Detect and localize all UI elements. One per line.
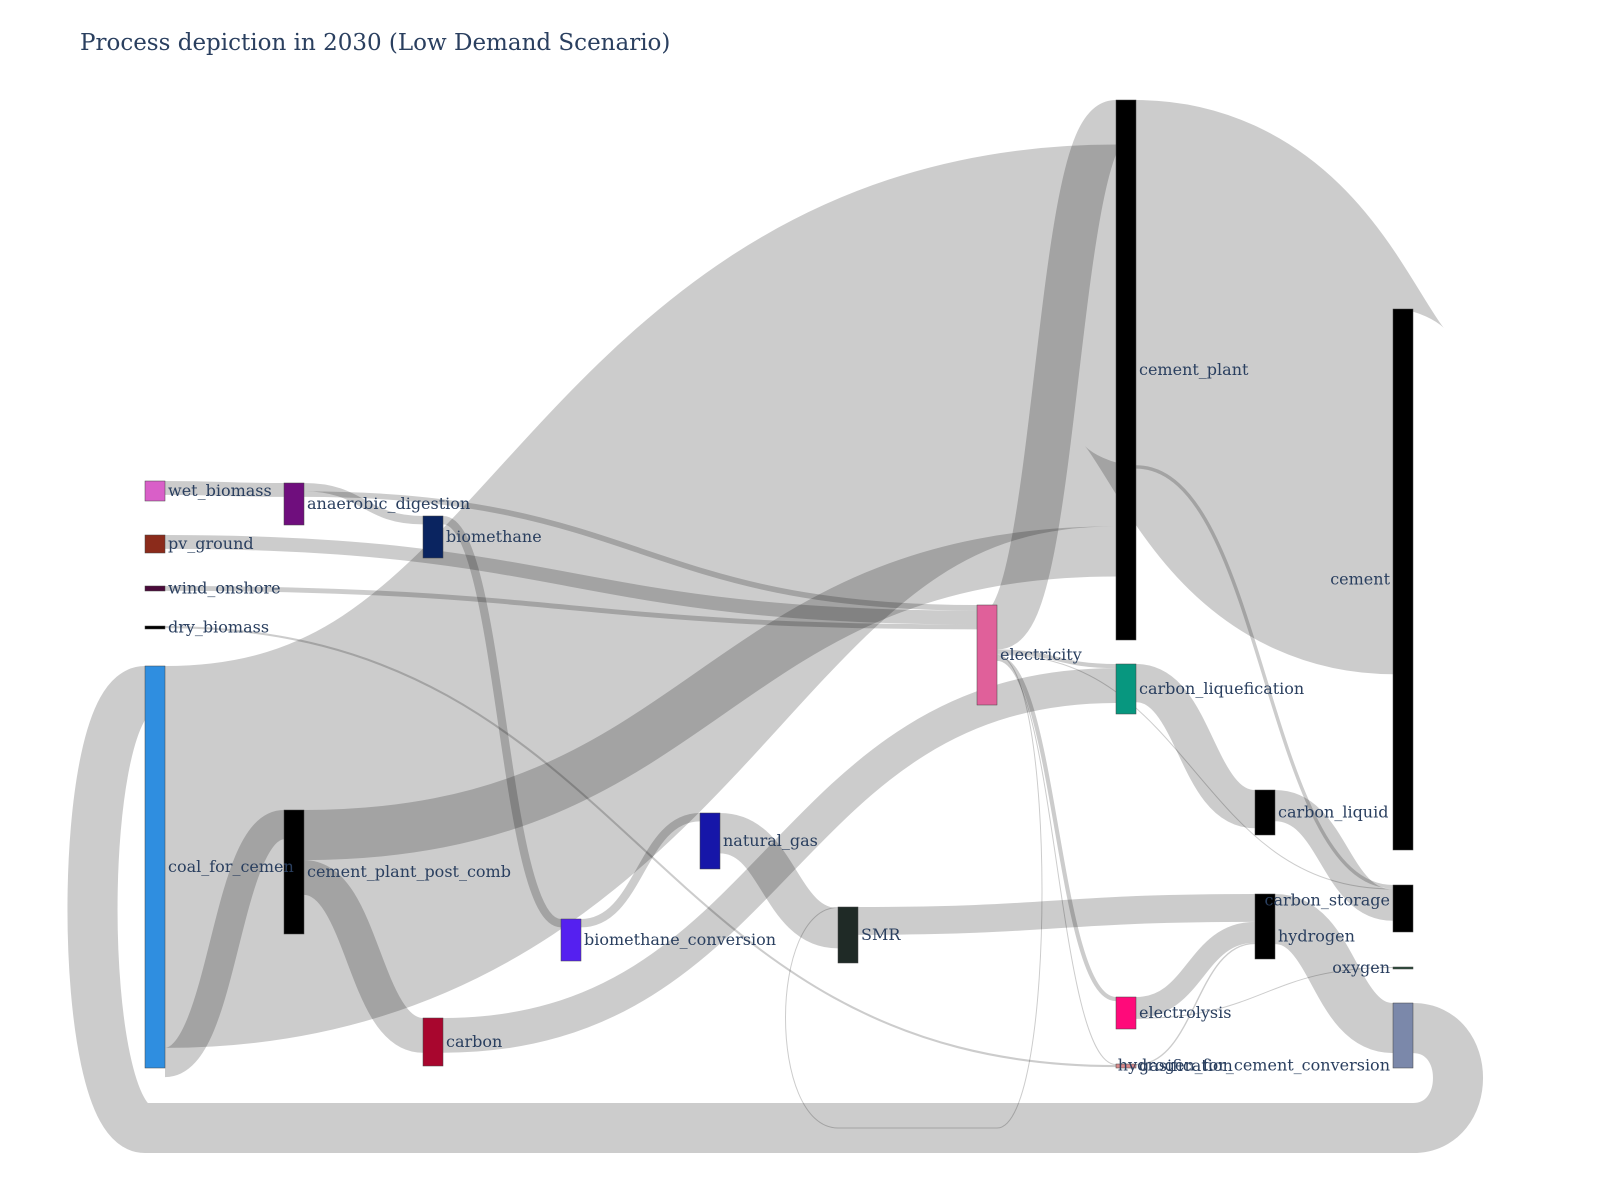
link-gasification-to-hydrogen[interactable]: [1135, 942, 1256, 1066]
label-electrolysis: electrolysis: [1139, 1003, 1231, 1022]
link-SMR-to-hydrogen[interactable]: [857, 894, 1256, 935]
link-electrolysis-to-hydrogen[interactable]: [1135, 921, 1256, 1018]
node-cement_plant[interactable]: [1115, 99, 1137, 641]
label-carbon_liquefication: carbon_liquefication: [1139, 679, 1304, 698]
node-biomethane_conversion[interactable]: [560, 918, 582, 962]
link-hydrogen-to-hydrogen_for_cement_conversion[interactable]: [1272, 894, 1396, 1054]
link-electricity-to-carbon_liquefication[interactable]: [996, 649, 1117, 669]
link-electricity-to-cement_plant[interactable]: [987, 100, 1126, 650]
node-electricity[interactable]: [976, 604, 998, 706]
link-coal_for_cement-to-cement_plant_post_comb[interactable]: [162, 809, 287, 1078]
label-SMR: SMR: [861, 925, 901, 944]
node-wind_onshore[interactable]: [144, 585, 166, 592]
link-wet_biomass-to-anaerobic_digestion[interactable]: [164, 480, 285, 497]
node-coal_for_cement[interactable]: [144, 665, 166, 1069]
link-carbon_liquefication-to-carbon_liquid[interactable]: [1133, 664, 1258, 829]
link-anaerobic_digestion-to-biomethane[interactable]: [303, 483, 424, 525]
link-cement_plant_post_comb-to-cement_plant[interactable]: [303, 526, 1117, 861]
label-natural_gas: natural_gas: [723, 831, 818, 850]
node-cement[interactable]: [1392, 308, 1414, 851]
label-dry_biomass: dry_biomass: [168, 618, 269, 637]
label-wind_onshore: wind_onshore: [168, 579, 281, 598]
node-SMR[interactable]: [837, 906, 859, 964]
node-biomethane[interactable]: [422, 515, 444, 559]
label-oxygen: oxygen: [1332, 958, 1390, 977]
label-coal_for_cement: coal_for_cemen: [168, 857, 294, 876]
node-carbon_liquefication[interactable]: [1115, 663, 1137, 715]
label-carbon: carbon: [446, 1032, 502, 1051]
link-carbon-to-carbon_liquefication[interactable]: [442, 668, 1117, 1053]
label-cement: cement: [1330, 570, 1390, 589]
link-electrolysis-to-oxygen[interactable]: [1135, 967, 1394, 1019]
link-cement_plant-to-carbon_storage[interactable]: [1135, 465, 1394, 889]
node-oxygen[interactable]: [1392, 966, 1414, 970]
link-dry_biomass-to-gasification[interactable]: [164, 625, 1117, 1068]
node-pv_ground[interactable]: [144, 534, 166, 554]
label-cement_plant_post_comb: cement_plant_post_comb: [307, 862, 511, 881]
node-carbon[interactable]: [422, 1017, 444, 1067]
link-electricity-to-gasification[interactable]: [996, 659, 1117, 1065]
node-dry_biomass[interactable]: [144, 625, 166, 630]
link-anaerobic_digestion-to-electricity[interactable]: [303, 491, 978, 611]
link-natural_gas-to-SMR[interactable]: [717, 812, 841, 949]
node-natural_gas[interactable]: [699, 812, 721, 870]
link-carbon_liquid-to-carbon_storage[interactable]: [1273, 790, 1395, 921]
label-biomethane: biomethane: [446, 527, 542, 546]
label-electricity: electricity: [1000, 645, 1082, 664]
link-biomethane-to-biomethane_conversion[interactable]: [441, 516, 563, 928]
node-gasification[interactable]: [1115, 1063, 1137, 1069]
link-electricity-to-electrolysis[interactable]: [996, 655, 1117, 1002]
node-carbon_liquid[interactable]: [1254, 789, 1276, 836]
node-hydrogen_for_cement_conversion[interactable]: [1392, 1002, 1414, 1069]
label-carbon_storage: carbon_storage: [1265, 891, 1391, 910]
label-hydrogen: hydrogen: [1278, 927, 1355, 946]
sankey-nodes: [144, 99, 1414, 1069]
label-gasification: gasification: [1139, 1056, 1233, 1075]
label-biomethane_conversion: biomethane_conversion: [584, 930, 776, 949]
link-wind_onshore-to-electricity[interactable]: [164, 586, 978, 630]
link-cement_plant_post_comb-to-carbon[interactable]: [301, 860, 426, 1053]
node-carbon_storage[interactable]: [1392, 884, 1414, 933]
node-anaerobic_digestion[interactable]: [283, 482, 305, 526]
diagram-title: Process depiction in 2030 (Low Demand Sc…: [80, 30, 670, 56]
link-pv_ground-to-electricity[interactable]: [164, 534, 978, 625]
node-cement_plant_post_comb[interactable]: [283, 809, 305, 935]
label-cement_plant: cement_plant: [1139, 360, 1249, 379]
link-electricity-to-carbon_storage[interactable]: [996, 653, 1394, 890]
sankey-labels: wet_biomass pv_ground wind_onshore dry_biom…: [168, 360, 1391, 1075]
label-wet_biomass: wet_biomass: [168, 481, 272, 500]
link-coal_for_cement-to-cement_plant[interactable]: [160, 144, 1121, 1048]
node-wet_biomass[interactable]: [144, 480, 166, 502]
label-pv_ground: pv_ground: [168, 534, 254, 553]
link-cement_plant-to-cement[interactable]: [1079, 99, 1450, 675]
link-hydrogen_for_cement_conversion-to-coal_for_cement[interactable]: [67, 666, 1483, 1154]
label-carbon_liquid: carbon_liquid: [1278, 803, 1388, 822]
label-anaerobic_digestion: anaerobic_digestion: [307, 494, 470, 513]
sankey-links: [67, 99, 1483, 1154]
label-hydrogen_for_cement_conversion: hydrogen_for_cement_conversion: [1118, 1056, 1390, 1075]
link-biomethane_conversion-to-natural_gas[interactable]: [580, 813, 701, 928]
node-electrolysis[interactable]: [1115, 996, 1137, 1030]
node-hydrogen[interactable]: [1254, 893, 1276, 960]
